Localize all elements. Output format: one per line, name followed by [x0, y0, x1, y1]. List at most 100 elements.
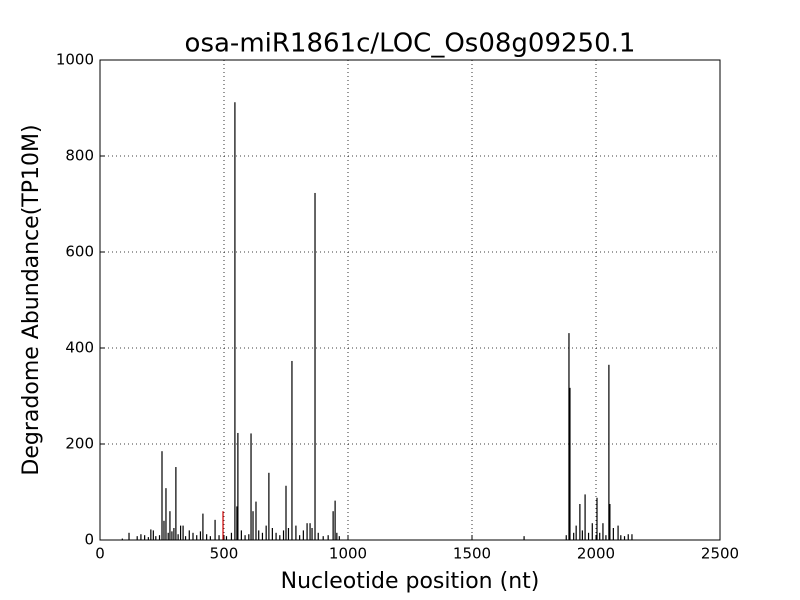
bar: [322, 536, 324, 540]
bar: [612, 528, 614, 540]
y-tick-label: 0: [84, 531, 94, 549]
bar: [171, 531, 173, 540]
x-axis-label: Nucleotide position (nt): [281, 569, 540, 594]
bar: [569, 387, 571, 540]
y-tick-label: 800: [65, 147, 94, 165]
bar: [575, 525, 577, 540]
bar: [147, 537, 149, 540]
bar: [188, 530, 190, 540]
bar: [150, 529, 152, 540]
bar: [271, 528, 273, 540]
bar: [314, 192, 316, 540]
bar: [599, 532, 601, 540]
bar: [285, 485, 287, 540]
y-tick-label: 1000: [56, 51, 94, 69]
bar: [587, 532, 590, 540]
x-tick-label: 1000: [329, 545, 367, 563]
bar: [617, 525, 619, 540]
bar: [602, 523, 604, 540]
bar: [299, 535, 301, 540]
bar: [620, 535, 622, 540]
bar: [199, 531, 202, 540]
bar: [573, 532, 575, 540]
bar: [591, 523, 593, 540]
bar: [581, 530, 583, 540]
bar: [169, 511, 171, 540]
plot-frame: [99, 59, 721, 541]
bar: [268, 472, 270, 540]
bar: [155, 536, 157, 540]
bar: [258, 530, 260, 540]
bar: [236, 506, 238, 540]
bar: [152, 530, 154, 540]
bar: [295, 525, 297, 540]
bar: [338, 536, 340, 540]
bar: [196, 535, 198, 540]
bar: [225, 536, 228, 540]
y-axis-label: Degradome Abundance(TP10M): [19, 124, 44, 475]
bar: [165, 488, 167, 540]
bar: [182, 525, 184, 540]
bar: [248, 534, 250, 540]
bar: [180, 525, 182, 540]
bar: [222, 511, 224, 540]
bar: [167, 532, 169, 540]
bar: [631, 534, 633, 540]
bar: [275, 532, 277, 540]
bar: [240, 530, 242, 540]
bar: [214, 519, 216, 540]
bar: [184, 536, 187, 540]
x-tick-label: 0: [95, 545, 105, 563]
bar: [244, 535, 246, 540]
bar: [334, 500, 336, 540]
bar: [192, 532, 194, 540]
bar: [627, 534, 629, 540]
x-tick-label: 2000: [577, 545, 615, 563]
bar: [282, 530, 285, 540]
bar: [287, 528, 290, 540]
bar: [623, 536, 626, 540]
bar: [237, 432, 239, 540]
bar: [311, 528, 313, 540]
bar: [261, 532, 264, 540]
bar: [140, 534, 142, 540]
bar: [568, 333, 570, 540]
bar: [523, 536, 525, 540]
bar: [309, 523, 311, 540]
bar: [144, 535, 146, 540]
bar: [596, 497, 598, 540]
bar: [175, 467, 177, 540]
bar: [255, 501, 257, 540]
bar: [317, 532, 319, 540]
bar: [579, 504, 581, 540]
x-tick-label: 500: [210, 545, 239, 563]
bar: [218, 535, 220, 540]
x-tick-label: 1500: [453, 545, 491, 563]
bar: [121, 538, 123, 540]
bar: [230, 532, 233, 540]
chart-title: osa-miR1861c/LOC_Os08g09250.1: [185, 29, 636, 59]
bar: [565, 535, 567, 540]
bar: [279, 535, 281, 540]
bar: [332, 511, 334, 540]
bar: [163, 520, 165, 540]
bar: [265, 525, 267, 540]
bar: [336, 532, 338, 540]
bar: [605, 535, 607, 540]
bar: [327, 535, 329, 540]
x-tick-label: 2500: [701, 545, 739, 563]
bar: [177, 534, 179, 540]
bar: [128, 532, 130, 540]
bar: [161, 451, 163, 540]
bar: [209, 536, 211, 540]
bar: [250, 433, 252, 540]
y-tick-label: 200: [65, 435, 94, 453]
y-tick-label: 600: [65, 243, 94, 261]
bar: [291, 360, 293, 540]
bar: [234, 102, 236, 541]
bar: [608, 364, 610, 540]
bar: [302, 530, 304, 540]
bar: [158, 535, 161, 540]
